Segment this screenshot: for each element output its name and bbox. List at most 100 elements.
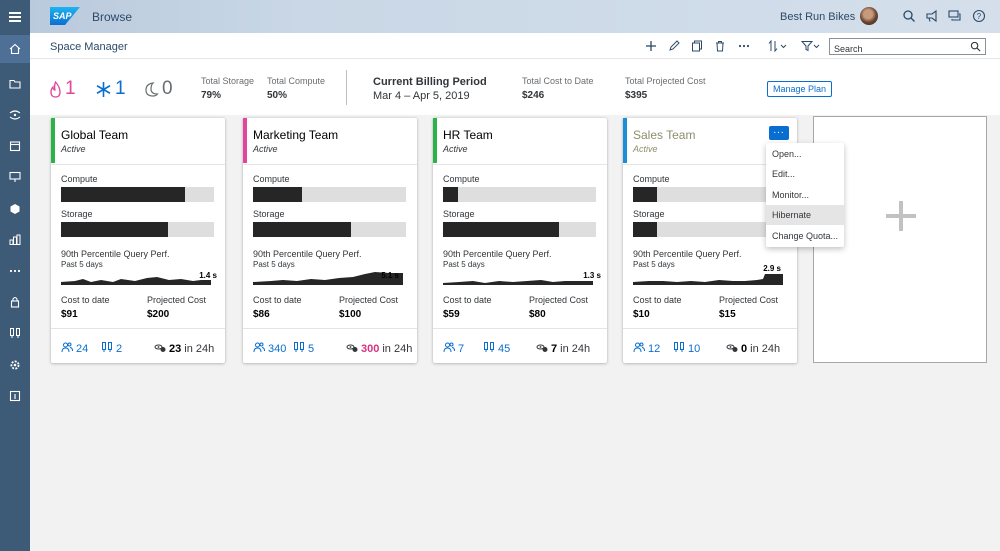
storage-bar-fill <box>633 222 658 237</box>
overflow-icon[interactable] <box>738 40 750 52</box>
space-name[interactable]: Sales Team <box>633 128 696 142</box>
queries-value: 0 <box>741 342 748 355</box>
in-24h-label: in 24h <box>750 342 781 355</box>
users-count[interactable]: 340 <box>253 341 286 356</box>
perf-value: 1.3 s <box>583 271 601 280</box>
perf-sublabel: Past 5 days <box>443 260 485 269</box>
users-value: 7 <box>458 342 465 355</box>
sort-icon[interactable] <box>768 40 788 52</box>
help-icon[interactable]: ? <box>972 9 986 23</box>
avatar[interactable] <box>860 7 878 25</box>
storage-label: Storage <box>253 209 285 219</box>
perf-sparkline <box>633 274 783 285</box>
space-actions-menu: Open... Edit... Monitor... Hibernate Cha… <box>766 143 844 247</box>
space-name[interactable]: Marketing Team <box>253 128 339 142</box>
hot-spaces-stat: 1 <box>49 78 76 100</box>
info-icon[interactable] <box>0 382 30 410</box>
in-24h-label: in 24h <box>560 342 591 355</box>
space-name[interactable]: HR Team <box>443 128 493 142</box>
compute-bar <box>633 187 786 202</box>
spaces-icon <box>483 341 495 356</box>
filter-icon[interactable] <box>801 40 821 52</box>
lock-icon[interactable] <box>0 288 30 316</box>
perf-sublabel: Past 5 days <box>253 260 295 269</box>
sap-logo[interactable]: SAP <box>50 7 80 25</box>
users-count[interactable]: 12 <box>633 341 660 356</box>
users-count[interactable]: 24 <box>61 341 88 356</box>
cost-to-date-label: Cost to date <box>443 295 492 305</box>
queries-in-24h: 23 in 24h <box>154 341 214 356</box>
queries-in-24h: 300 in 24h <box>346 341 412 356</box>
megaphone-icon[interactable] <box>925 9 939 23</box>
menu-item-monitor[interactable]: Monitor... <box>772 190 810 200</box>
spaces-icon <box>673 341 685 356</box>
connections-icon[interactable] <box>0 101 30 129</box>
search-icon[interactable] <box>902 9 916 23</box>
billing-period-title: Current Billing Period <box>373 76 487 88</box>
compute-bar <box>61 187 214 202</box>
total-compute-value: 50% <box>267 90 288 101</box>
card-footer-divider <box>243 328 417 329</box>
search-icon[interactable] <box>970 41 981 52</box>
kpi-header: 1 1 0 Total Storage 79% Total Compute 50… <box>30 59 1000 115</box>
space-card[interactable]: HR Team Active Compute Storage 90th Perc… <box>433 118 607 363</box>
status-accent <box>433 118 437 163</box>
spaces-value: 45 <box>498 342 511 355</box>
space-status: Active <box>61 144 86 154</box>
menu-item-open[interactable]: Open... <box>772 149 802 159</box>
cube-icon[interactable] <box>0 195 30 223</box>
storage-label: Storage <box>61 209 93 219</box>
menu-item-edit[interactable]: Edit... <box>772 169 796 179</box>
status-accent <box>623 118 627 163</box>
sub-header: Space Manager <box>30 33 1000 59</box>
search-field[interactable] <box>829 38 986 57</box>
edit-icon[interactable] <box>668 40 680 52</box>
spaces-count[interactable]: 45 <box>483 341 510 356</box>
delete-icon[interactable] <box>714 40 726 52</box>
menu-item-hibernate[interactable]: Hibernate <box>766 205 844 225</box>
spaces-value: 10 <box>688 342 701 355</box>
projected-cost-label: Projected Cost <box>339 295 399 305</box>
chat-icon[interactable] <box>948 9 962 23</box>
perf-label: 90th Percentile Query Perf. <box>443 249 552 259</box>
spaces-count[interactable]: 5 <box>293 341 314 356</box>
calendar-icon[interactable] <box>0 132 30 160</box>
copy-icon[interactable] <box>691 40 703 52</box>
total-storage-value: 79% <box>201 90 222 101</box>
compute-bar-fill <box>61 187 185 202</box>
spaces-count[interactable]: 10 <box>673 341 700 356</box>
menu-item-change-quota[interactable]: Change Quota... <box>772 231 839 241</box>
spaces-icon[interactable] <box>0 319 30 347</box>
folder-icon[interactable] <box>0 70 30 98</box>
space-card[interactable]: Global Team Active Compute Storage 90th … <box>51 118 225 363</box>
cost-to-date-value: $59 <box>443 309 460 320</box>
menu-icon[interactable] <box>0 0 30 33</box>
more-icon[interactable] <box>0 257 30 285</box>
space-management-icon[interactable] <box>0 226 30 254</box>
space-name[interactable]: Global Team <box>61 128 129 142</box>
perf-sublabel: Past 5 days <box>633 260 675 269</box>
users-value: 340 <box>268 342 287 355</box>
space-card[interactable]: Marketing Team Active Compute Storage 90… <box>243 118 417 363</box>
home-icon[interactable] <box>0 35 30 63</box>
more-actions-button[interactable]: ... <box>769 126 789 140</box>
spaces-icon <box>293 341 305 356</box>
in-24h-label: in 24h <box>184 342 215 355</box>
settings-icon[interactable] <box>0 351 30 379</box>
storage-bar-fill <box>443 222 560 237</box>
add-icon[interactable] <box>645 40 657 52</box>
search-input[interactable] <box>830 41 960 57</box>
storage-bar <box>253 222 406 237</box>
queries-icon <box>726 341 738 356</box>
users-count[interactable]: 7 <box>443 341 464 356</box>
cold-count: 1 <box>115 78 126 99</box>
compute-label: Compute <box>61 174 98 184</box>
presentation-icon[interactable] <box>0 163 30 191</box>
manage-plan-button[interactable]: Manage Plan <box>767 81 833 97</box>
compute-bar-fill <box>443 187 459 202</box>
cost-to-date-value: $91 <box>61 309 78 320</box>
spaces-count[interactable]: 2 <box>101 341 122 356</box>
storage-bar-fill <box>253 222 351 237</box>
storage-bar <box>61 222 214 237</box>
projected-cost-value: $80 <box>529 309 546 320</box>
